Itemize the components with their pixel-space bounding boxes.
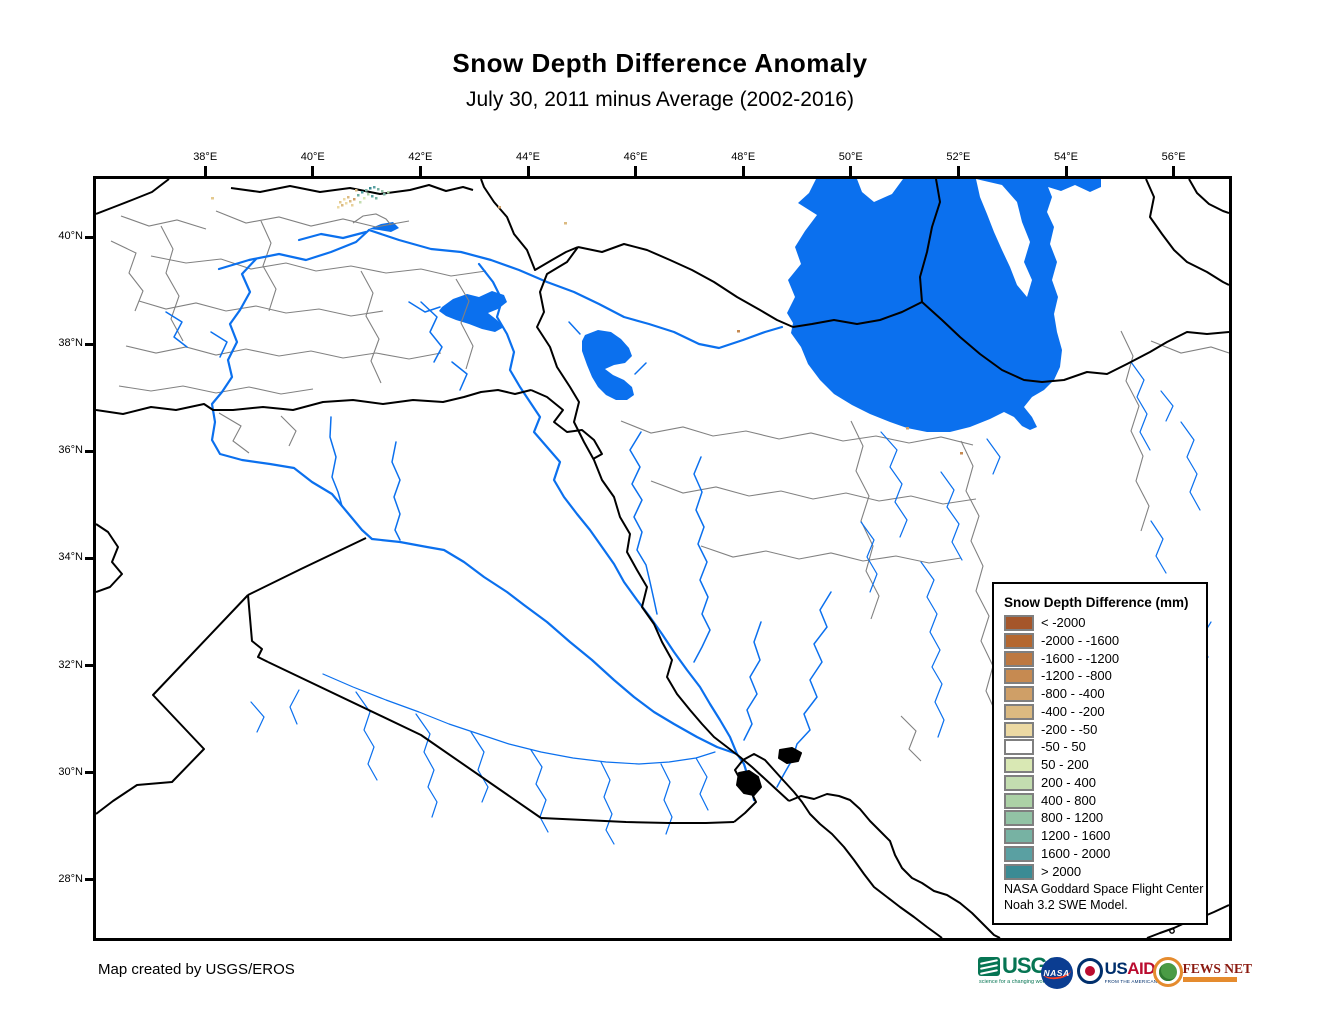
legend-swatch <box>1004 774 1034 791</box>
usgs-logo: USGS science for a changing world <box>978 953 1061 993</box>
nasa-logo: NASA <box>1039 953 1073 993</box>
legend-item-label: 400 - 800 <box>1041 792 1096 808</box>
legend-item-label: < -2000 <box>1041 615 1086 630</box>
usaid-tagline: FROM THE AMERICAN PEOPLE <box>1104 979 1179 984</box>
lon-tick-label: 56°E <box>1161 151 1186 163</box>
legend-source-line2: Noah 3.2 SWE Model. <box>1004 898 1128 912</box>
lon-tick-label: 38°E <box>193 151 218 163</box>
lon-tick-label: 54°E <box>1054 151 1078 163</box>
lat-tick-mark <box>85 556 96 560</box>
lon-tick-mark <box>1064 166 1068 177</box>
fewsnet-globe-icon <box>1152 957 1183 987</box>
map-canvas <box>96 179 1229 938</box>
lakes <box>369 222 634 400</box>
page-subtitle: July 30, 2011 minus Average (2002-2016) <box>466 88 854 111</box>
logo-strip: USGS science for a changing world NASA U… <box>978 950 1252 996</box>
lon-tick-mark <box>203 166 207 177</box>
lat-tick-label: 30°N <box>58 765 83 778</box>
lat-tick-mark <box>85 664 96 668</box>
legend-swatch <box>1004 863 1034 880</box>
legend-swatch <box>1004 721 1034 738</box>
page-title: Snow Depth Difference Anomaly <box>452 48 868 78</box>
nasa-meatball-icon <box>1040 957 1073 989</box>
caspian-sea <box>787 179 1101 432</box>
lat-tick-mark <box>85 342 96 346</box>
lat-tick-label: 36°N <box>58 444 83 457</box>
lon-tick-mark <box>634 166 638 177</box>
lon-tick-mark <box>311 166 315 177</box>
usaid-logo: USAID FROM THE AMERICAN PEOPLE <box>1076 953 1178 993</box>
legend-swatch <box>1004 615 1034 631</box>
legend-item-label: 50 - 200 <box>1041 757 1089 772</box>
usgs-tagline: science for a changing world <box>979 979 1049 985</box>
lon-tick-label: 40°E <box>300 151 325 163</box>
legend-swatch <box>1004 739 1034 756</box>
legend-source-note: NASA Goddard Space Flight Center Noah 3.… <box>1004 881 1203 913</box>
usgs-wave-icon <box>978 957 1000 976</box>
lon-tick-label: 44°E <box>516 151 540 163</box>
lon-tick-label: 52°E <box>946 151 971 163</box>
legend-swatch <box>1004 757 1034 773</box>
anomaly-speckles <box>211 186 963 455</box>
lon-tick-mark <box>526 166 530 177</box>
lon-tick-label: 42°E <box>408 151 433 163</box>
lat-tick-label: 40°N <box>58 230 83 242</box>
lon-tick-label: 48°E <box>731 151 756 163</box>
admin-boundaries <box>110 210 1229 762</box>
legend-item-label: -1600 - -1200 <box>1041 650 1120 666</box>
legend-item-label: -200 - -50 <box>1041 721 1098 737</box>
legend-swatch <box>1004 686 1034 702</box>
legend-item-label: -400 - -200 <box>1041 703 1105 719</box>
legend-swatch <box>1004 792 1034 809</box>
legend-swatch <box>1004 810 1034 827</box>
lat-tick-mark <box>85 878 96 882</box>
usaid-aid-text: AID <box>1127 959 1156 978</box>
legend-swatch <box>1004 845 1034 862</box>
fewsnet-logo: FEWS NET <box>1152 953 1252 993</box>
lon-tick-mark <box>849 166 853 177</box>
legend-item-label: 1600 - 2000 <box>1041 845 1111 861</box>
legend-item-label: -800 - -400 <box>1041 686 1105 701</box>
fewsnet-logo-text: FEWS NET <box>1182 961 1252 976</box>
legend-swatch <box>1004 668 1034 685</box>
legend-source-line1: NASA Goddard Space Flight Center <box>1004 882 1204 896</box>
country-borders <box>96 179 1229 938</box>
nasa-logo-text: NASA <box>1043 968 1070 978</box>
legend-item-label: 200 - 400 <box>1041 774 1096 790</box>
lat-tick-label: 34°N <box>58 551 83 564</box>
lon-tick-label: 50°E <box>838 151 863 163</box>
lat-tick-label: 32°N <box>58 658 83 671</box>
legend-swatch <box>1004 828 1034 844</box>
legend-item-label: -50 - 50 <box>1041 739 1086 755</box>
lat-tick-label: 38°N <box>58 337 83 350</box>
usaid-logo-text: USAID <box>1104 959 1156 979</box>
legend-item-label: 800 - 1200 <box>1041 810 1104 826</box>
fewsnet-banner-bar <box>1182 977 1237 982</box>
lon-tick-mark <box>418 166 422 177</box>
lat-tick-label: 28°N <box>58 872 83 885</box>
usaid-seal-icon <box>1076 958 1103 984</box>
lat-tick-mark <box>85 235 96 239</box>
legend-swatch <box>1004 632 1034 649</box>
lon-tick-label: 46°E <box>623 151 648 163</box>
legend-item-label: -1200 - -800 <box>1041 668 1112 684</box>
legend-swatch <box>1004 650 1034 667</box>
legend-swatch <box>1004 703 1034 720</box>
lon-tick-mark <box>956 166 960 177</box>
legend-item-label: > 2000 <box>1041 863 1082 879</box>
lat-tick-mark <box>85 771 96 775</box>
lon-tick-mark <box>741 166 745 177</box>
legend-box: Snow Depth Difference (mm) < -2000 -2000 … <box>992 582 1208 925</box>
lat-tick-mark <box>85 449 96 453</box>
legend-item-label: 1200 - 1600 <box>1041 828 1111 843</box>
legend-item-label: -2000 - -1600 <box>1041 632 1120 648</box>
lon-tick-mark <box>1172 166 1176 177</box>
usaid-us-text: US <box>1104 959 1128 978</box>
map-credit: Map created by USGS/EROS <box>98 961 295 978</box>
legend-title: Snow Depth Difference (mm) <box>1004 595 1189 610</box>
